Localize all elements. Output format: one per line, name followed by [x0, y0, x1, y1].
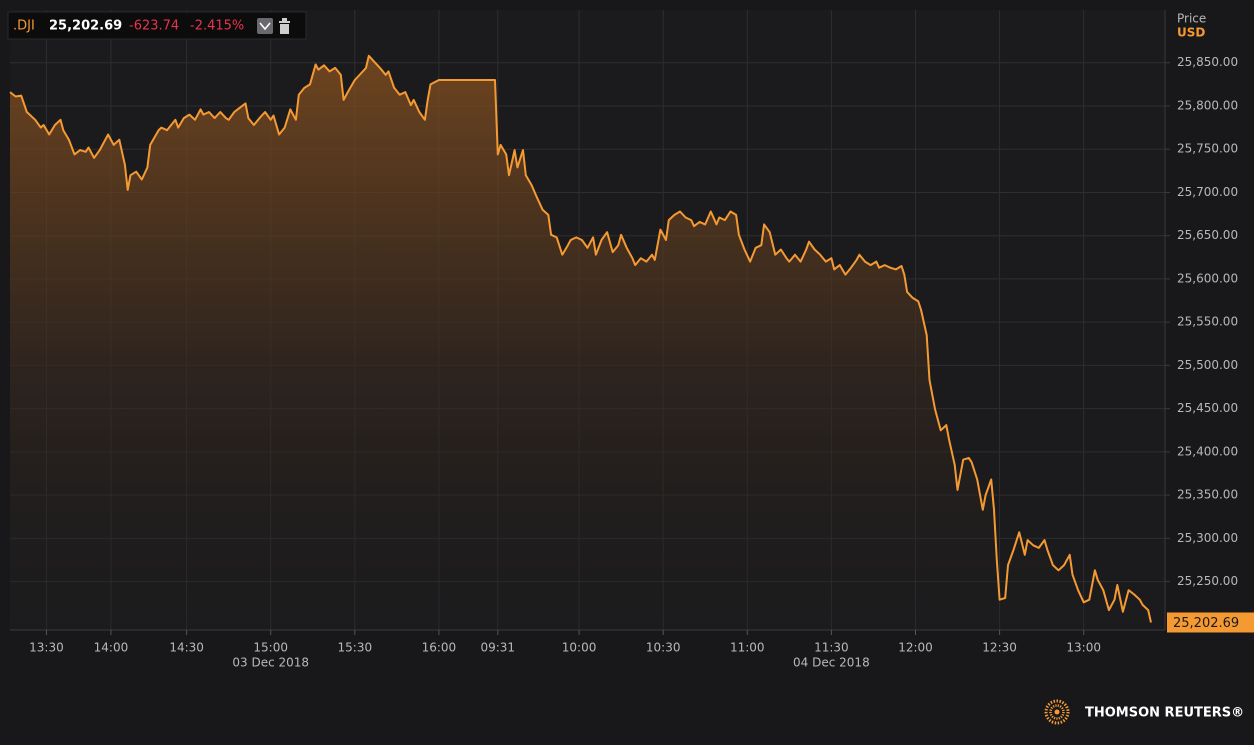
header-box: [7, 11, 307, 40]
brand-logo: THOMSON REUTERS®: [1044, 699, 1244, 725]
series: [9, 54, 1152, 631]
x-tick-label: 15:00: [253, 641, 288, 655]
area-fill: [10, 55, 1151, 631]
x-tick-label: 13:00: [1066, 641, 1101, 655]
x-tick-label: 11:00: [730, 641, 765, 655]
x-tick-label: 13:30: [29, 641, 64, 655]
x-tick-label: 15:30: [338, 641, 373, 655]
y-tick-label: 25,700.00: [1177, 185, 1238, 199]
x-tick-label: 10:30: [646, 641, 681, 655]
y-tick-label: 25,400.00: [1177, 444, 1238, 458]
y-tick-label: 25,650.00: [1177, 228, 1238, 242]
axes: 25,250.00 25,300.00 25,350.00 25,400.00 25,4…: [29, 55, 1254, 670]
last-price-label: 25,202.69: [1173, 616, 1239, 631]
y-tick-label: 25,750.00: [1177, 142, 1238, 156]
y-tick-label: 25,550.00: [1177, 315, 1238, 329]
y-tick-label: 25,800.00: [1177, 98, 1238, 112]
x-tick-label: 14:00: [94, 641, 129, 655]
x-tick-label: 09:31: [480, 641, 515, 655]
dropdown-button[interactable]: [257, 18, 273, 34]
last-price: 25,202.69: [49, 19, 122, 34]
brand-name: THOMSON REUTERS®: [1085, 706, 1244, 721]
delete-button[interactable]: [279, 18, 290, 34]
y-tick-label: 25,250.00: [1177, 574, 1238, 588]
x-tick-label: 14:30: [169, 641, 204, 655]
date-label: 04 Dec 2018: [793, 656, 870, 670]
trash-body[interactable]: [280, 24, 289, 34]
trash-lid[interactable]: [279, 21, 290, 23]
x-tick-label: 12:00: [898, 641, 933, 655]
y-tick-label: 25,500.00: [1177, 358, 1238, 372]
x-tick-label: 10:00: [562, 641, 597, 655]
y-axis-title: Price: [1177, 12, 1206, 26]
y-tick-label: 25,600.00: [1177, 271, 1238, 285]
y-tick-label: 25,850.00: [1177, 55, 1238, 69]
logo-inner-ring: [1049, 704, 1065, 720]
last-price-box: [1167, 612, 1254, 633]
chevron-icon[interactable]: [259, 22, 271, 31]
symbol: .DJI: [13, 19, 35, 34]
quote-header: .DJI 25,202.69 -623.74 -2.415%: [7, 11, 307, 40]
dropdown-box[interactable]: [257, 18, 273, 34]
last-price-marker: 25,202.69: [1167, 612, 1254, 633]
logo-outer-ring: [1044, 699, 1070, 725]
trash-handle[interactable]: [282, 18, 287, 21]
change-percent: -2.415%: [190, 19, 244, 34]
y-tick-label: 25,350.00: [1177, 488, 1238, 502]
y-tick-label: 25,450.00: [1177, 401, 1238, 415]
y-axis-unit: USD: [1177, 26, 1205, 40]
x-tick-label: 11:30: [814, 641, 849, 655]
price-line: [9, 54, 1152, 623]
x-tick-label: 16:00: [422, 641, 457, 655]
logo-center: [1054, 709, 1060, 715]
x-tick-label: 12:30: [982, 641, 1017, 655]
y-tick-label: 25,300.00: [1177, 531, 1238, 545]
date-label: 03 Dec 2018: [232, 656, 309, 670]
change: -623.74: [129, 19, 179, 34]
